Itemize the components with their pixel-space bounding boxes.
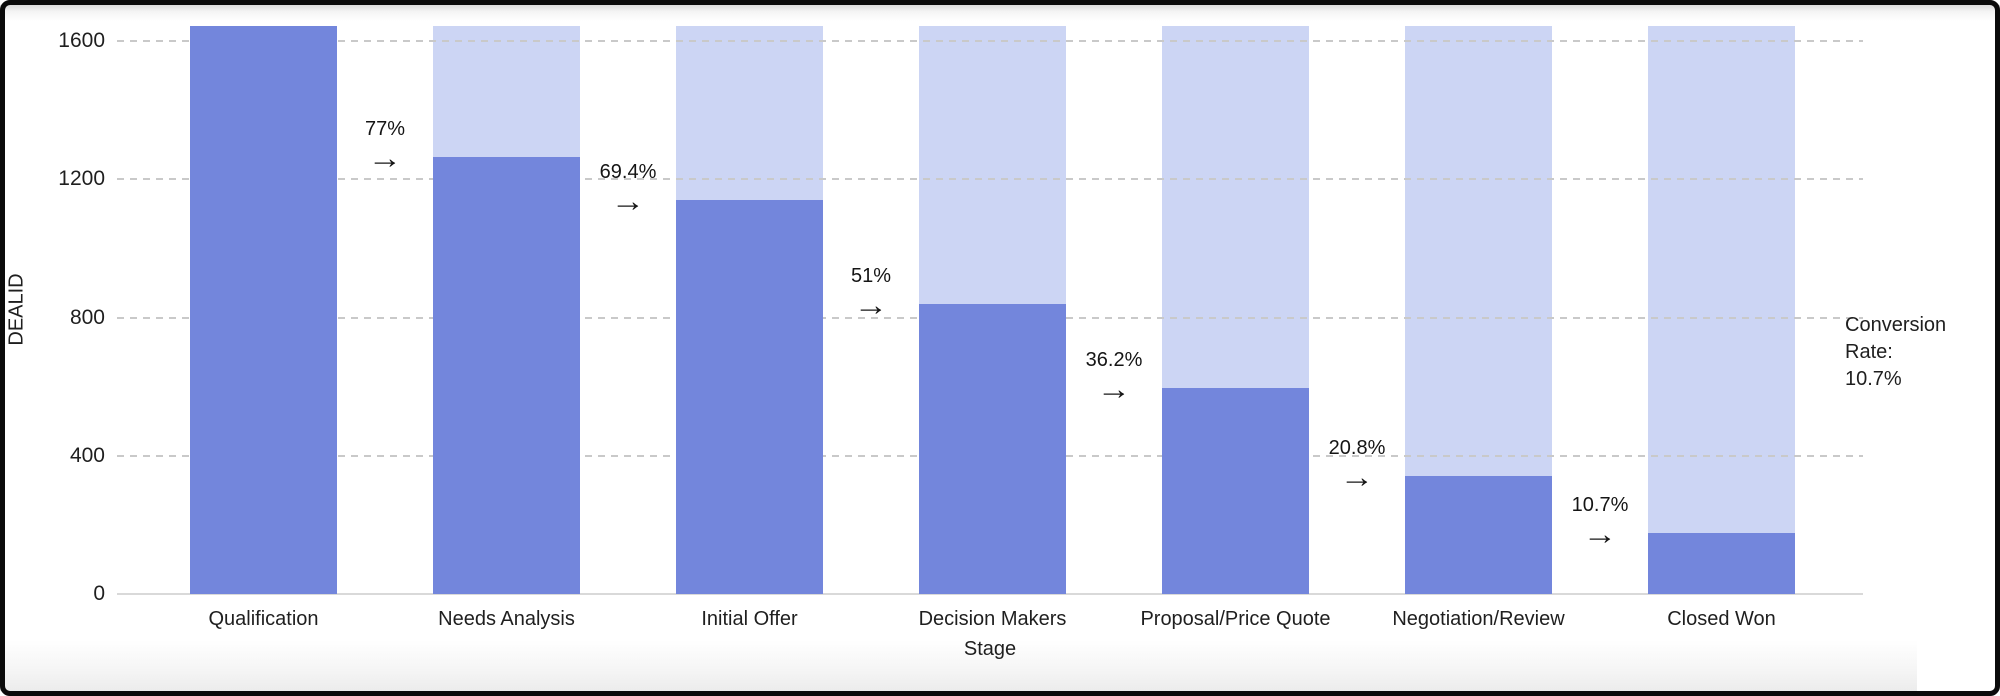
bar-background-closed-won — [1648, 26, 1795, 594]
conversion-label-2: 51% — [850, 265, 892, 288]
category-label-closed-won: Closed Won — [1667, 608, 1776, 630]
conversion-arrow-icon-3: → — [1096, 373, 1132, 407]
scrollbar-track[interactable] — [1996, 628, 1998, 688]
y-tick-label-0: 0 — [93, 582, 105, 605]
conversion-rate-annotation-line2: 10.7% — [1845, 368, 1902, 390]
conversion-label-3: 36.2% — [1085, 349, 1143, 372]
conversion-arrow-icon-0: → — [367, 141, 403, 175]
y-tick-label-400: 400 — [69, 443, 105, 467]
category-label-negotiation-review: Negotiation/Review — [1392, 608, 1565, 630]
conversion-rate-annotation: Conversion Rate: 10.7% — [1845, 312, 1997, 393]
bottom-right-panel — [1917, 628, 2000, 691]
gridline-1200 — [117, 178, 1863, 181]
category-label-initial-offer: Initial Offer — [701, 608, 798, 630]
category-label-qualification: Qualification — [208, 608, 319, 630]
bar-closed-won[interactable] — [1648, 533, 1795, 594]
conversion-label-1: 69.4% — [599, 160, 657, 183]
bar-decision-makers[interactable] — [919, 304, 1066, 594]
y-tick-label-1200: 1200 — [58, 167, 105, 191]
conversion-label-4: 20.8% — [1328, 436, 1386, 459]
category-label-needs-analysis: Needs Analysis — [438, 608, 575, 630]
category-label-decision-makers: Decision Makers — [918, 608, 1067, 630]
x-axis-line — [117, 593, 1863, 595]
bar-negotiation-review[interactable] — [1405, 475, 1552, 594]
bar-qualification[interactable] — [190, 26, 337, 594]
conversion-rate-annotation-line1: Conversion Rate: — [1845, 314, 1947, 363]
category-label-proposal-price-quote: Proposal/Price Quote — [1140, 608, 1331, 630]
bottom-shadow-band — [0, 640, 2000, 691]
y-axis-title: DEALID — [5, 273, 28, 346]
bar-proposal-price-quote[interactable] — [1162, 388, 1309, 594]
conversion-arrow-icon-5: → — [1582, 518, 1618, 552]
x-axis-title: Stage — [963, 638, 1017, 660]
conversion-label-0: 77% — [364, 117, 406, 140]
bar-initial-offer[interactable] — [676, 199, 823, 594]
y-tick-label-1600: 1600 — [58, 29, 105, 53]
top-shadow-band — [0, 5, 2000, 21]
conversion-arrow-icon-4: → — [1339, 460, 1375, 494]
conversion-arrow-icon-1: → — [610, 184, 646, 218]
conversion-label-5: 10.7% — [1571, 494, 1629, 517]
y-tick-label-800: 800 — [69, 305, 105, 329]
gridline-1600 — [117, 40, 1863, 43]
conversion-arrow-icon-2: → — [853, 289, 889, 323]
bar-needs-analysis[interactable] — [433, 156, 580, 594]
